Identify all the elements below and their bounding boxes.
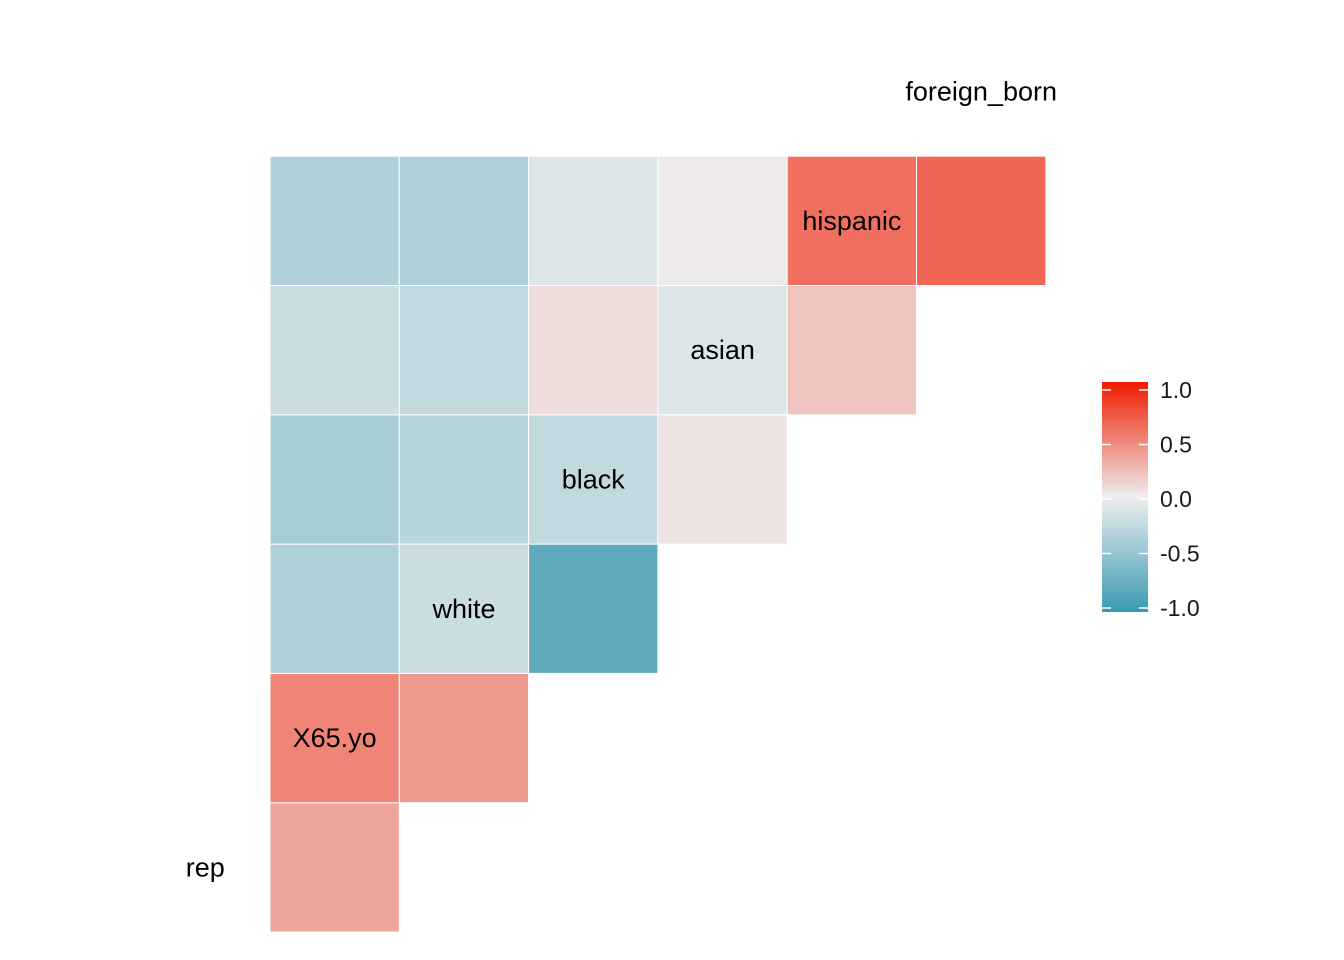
- cell-black-rep: [269, 543, 400, 674]
- variable-label-rep: rep: [186, 852, 225, 882]
- legend-tick-label: -0.5: [1160, 541, 1200, 567]
- cell-x65-yo-rep: [269, 802, 400, 933]
- cell-foreign-born-hispanic: [916, 155, 1047, 286]
- cell-hispanic-asian: [786, 285, 918, 416]
- cell-black-x65-yo: [398, 543, 530, 674]
- legend-tick-label: 1.0: [1160, 377, 1192, 403]
- variable-label-asian: asian: [690, 335, 755, 365]
- cell-foreign-born-white: [528, 155, 659, 286]
- cell-hispanic-white: [528, 285, 659, 416]
- cell-black-white: [528, 543, 659, 674]
- variable-labels: rep X65.yo white black asian hispanic foreign_…: [186, 77, 1057, 883]
- heatmap-cells: [269, 155, 1047, 933]
- variable-label-white: white: [431, 594, 495, 624]
- legend-tick-label: 0.5: [1160, 432, 1192, 458]
- legend-colorbar: [1102, 382, 1148, 612]
- cell-asian-rep: [269, 414, 400, 545]
- cell-foreign-born-asian: [786, 155, 918, 286]
- cell-foreign-born-x65-yo: [398, 155, 530, 286]
- variable-label-black: black: [562, 464, 626, 494]
- variable-label-hispanic: hispanic: [802, 206, 901, 236]
- cell-foreign-born-black: [657, 155, 788, 286]
- variable-label-x65-yo: X65.yo: [293, 723, 377, 753]
- color-legend: 1.0 0.5 0.0 -0.5 -1.0: [1102, 377, 1200, 621]
- cell-white-x65-yo: [398, 672, 530, 804]
- cell-asian-x65-yo: [398, 414, 530, 545]
- legend-ticks: 1.0 0.5 0.0 -0.5 -1.0: [1102, 377, 1200, 621]
- cell-hispanic-black: [657, 285, 788, 416]
- cell-hispanic-x65-yo: [398, 285, 530, 416]
- legend-tick-label: 0.0: [1160, 486, 1192, 512]
- legend-tick-label: -1.0: [1160, 595, 1200, 621]
- variable-label-foreign-born: foreign_born: [905, 77, 1057, 107]
- cell-asian-black: [657, 414, 788, 545]
- cell-foreign-born-rep: [269, 155, 400, 286]
- cell-hispanic-rep: [269, 285, 400, 416]
- cell-white-rep: [269, 672, 400, 804]
